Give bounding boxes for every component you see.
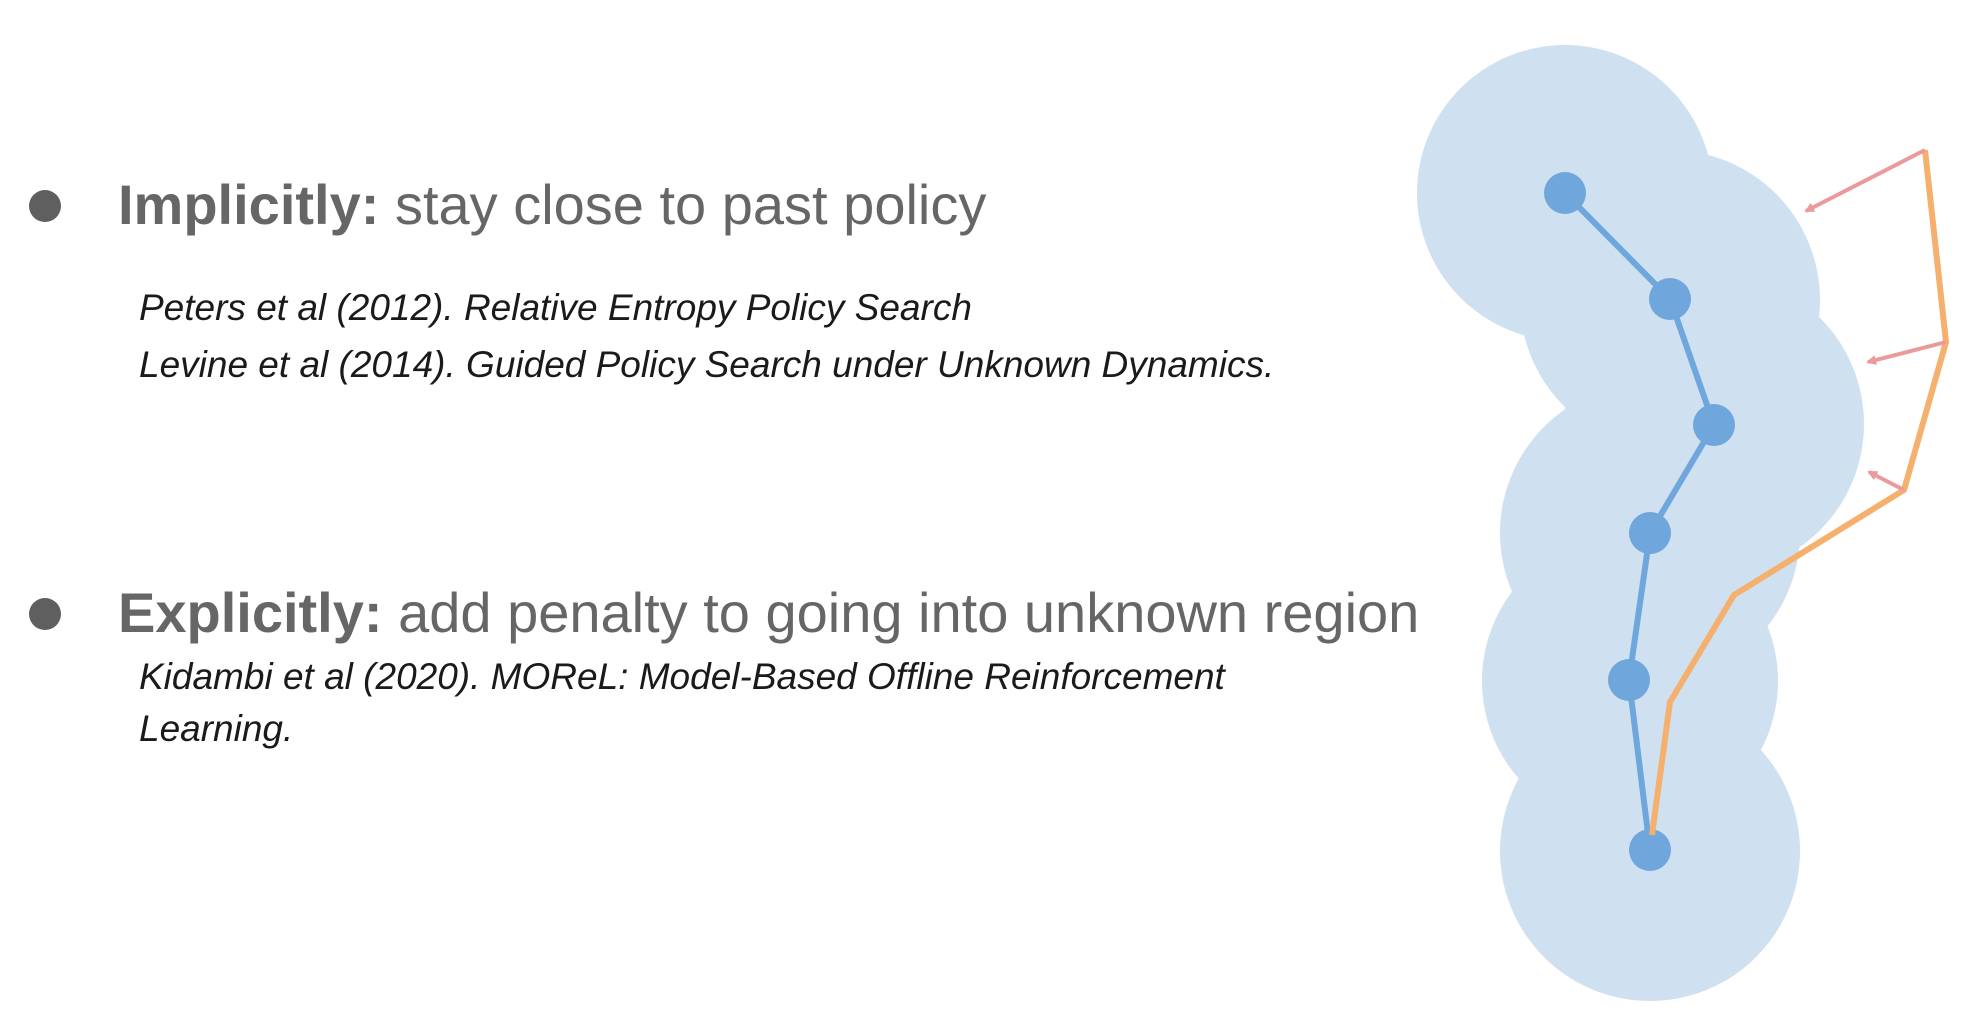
reference-peters-2012: Peters et al (2012). Relative Entropy Po… (139, 287, 972, 328)
bullet-dot-explicit (29, 598, 61, 630)
trajectory-point (1629, 829, 1671, 871)
reference-kidambi-2020: Kidambi et al (2020). MOReL: Model-Based… (139, 656, 1225, 697)
trajectory-point (1608, 659, 1650, 701)
reference-levine-2014: Levine et al (2014). Guided Policy Searc… (139, 344, 1275, 385)
trajectory-point (1544, 172, 1586, 214)
penalty-arrows (1804, 148, 1947, 492)
bullet-explicit-lead: Explicitly: (118, 581, 383, 644)
penalty-arrow (1867, 470, 1905, 492)
policy-trajectory-line (1649, 149, 1949, 836)
trajectory-point (1649, 278, 1691, 320)
bullet-implicit-lead: Implicitly: (118, 173, 380, 236)
bullet-dot-implicit (29, 190, 61, 222)
bullet-implicit: Implicitly: stay close to past policy (118, 172, 986, 237)
bullet-explicit: Explicitly: add penalty to going into un… (118, 580, 1419, 645)
data-trajectory-line (1562, 190, 1717, 851)
bullet-explicit-text: add penalty to going into unknown region (382, 581, 1420, 644)
data-trajectory-points (1544, 172, 1735, 871)
penalty-arrow (1866, 340, 1947, 365)
penalty-arrow (1804, 148, 1926, 213)
trajectory-point (1629, 512, 1671, 554)
trajectory-point (1693, 404, 1735, 446)
bullet-implicit-text: stay close to past policy (379, 173, 987, 236)
reference-kidambi-2020-cont: Learning. (139, 708, 294, 749)
